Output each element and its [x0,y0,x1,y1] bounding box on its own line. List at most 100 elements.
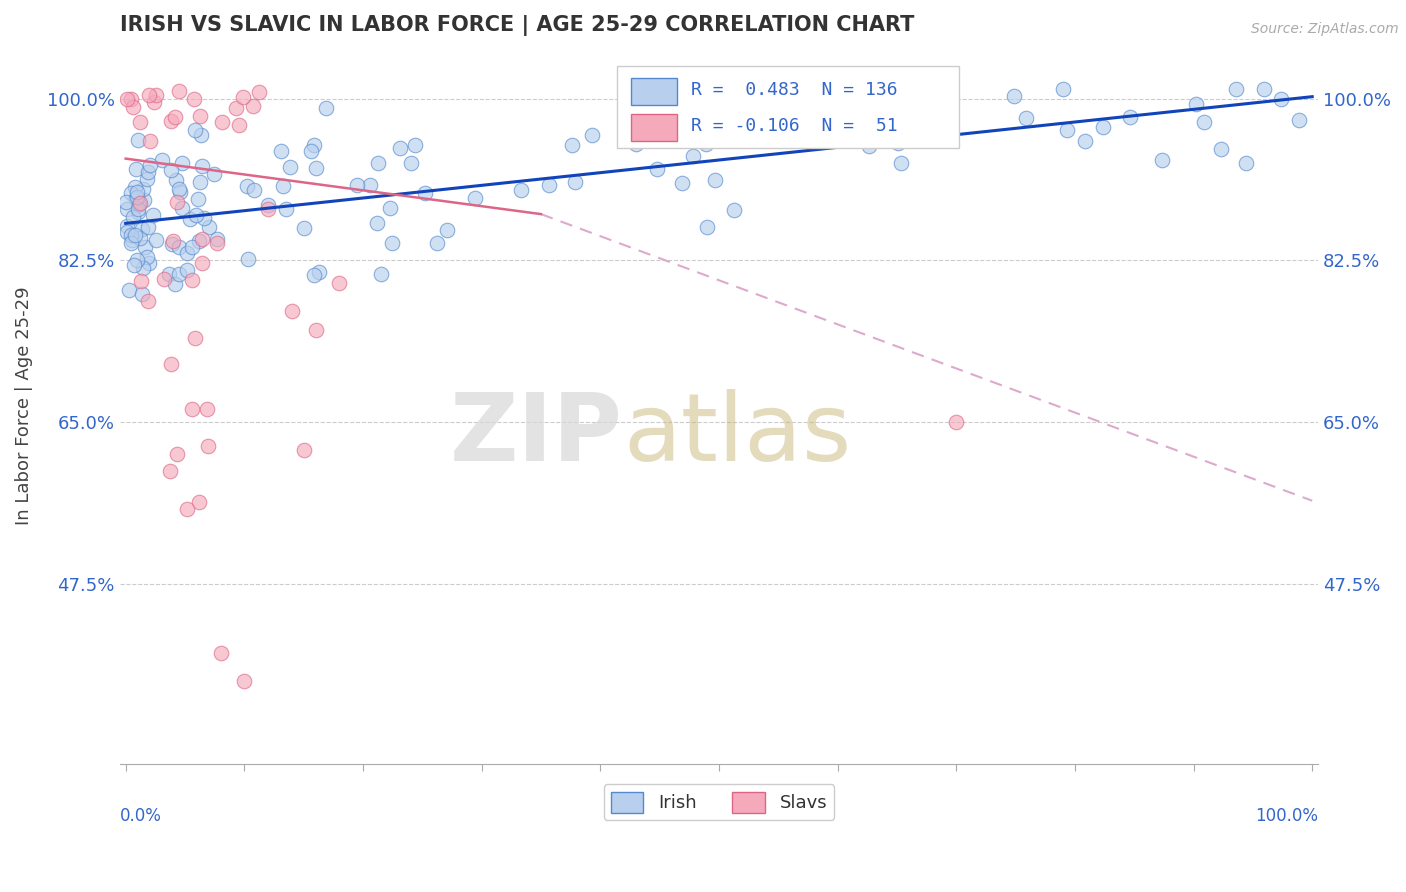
Point [163,111,186,125]
Point [127,133,149,147]
Point [138,88,160,103]
Point [134,193,156,207]
Point [117,202,139,216]
Point [366,216,388,230]
Point [193,211,215,225]
Point [125,190,148,204]
Point [136,219,159,234]
Text: IRISH VS SLAVIC IN LABOR FORCE | AGE 25-29 CORRELATION CHART: IRISH VS SLAVIC IN LABOR FORCE | AGE 25-… [120,15,914,36]
Y-axis label: In Labor Force | Age 25-29: In Labor Force | Age 25-29 [15,286,32,525]
Point [129,274,152,288]
Point [195,401,218,416]
Point [172,156,194,170]
Point [127,198,149,212]
Point [179,212,201,227]
FancyBboxPatch shape [631,78,678,105]
Legend: Irish, Slavs: Irish, Slavs [603,784,834,820]
Point [292,220,315,235]
Point [232,90,254,104]
Point [436,222,458,236]
Point [188,176,211,190]
Point [128,196,150,211]
Point [315,102,337,116]
Point [257,198,280,212]
Point [1234,156,1257,170]
Point [117,225,139,239]
Point [157,267,180,281]
Point [723,202,745,217]
Point [176,263,198,277]
Point [162,234,184,248]
Point [370,267,392,281]
Point [122,100,145,114]
Point [160,162,183,177]
Point [170,201,193,215]
Point [1225,82,1247,96]
Point [145,88,167,103]
Point [132,182,155,196]
Point [127,202,149,217]
Point [873,131,896,145]
Point [197,439,219,453]
Point [305,161,328,175]
Point [176,245,198,260]
Point [302,268,325,282]
Point [274,202,297,216]
Point [136,250,159,264]
Point [1056,123,1078,137]
Point [132,260,155,275]
Point [1052,82,1074,96]
Point [188,495,211,509]
Point [561,138,583,153]
Point [228,118,250,132]
Point [166,194,188,209]
Text: atlas: atlas [623,389,851,481]
Point [121,234,143,248]
Point [183,92,205,106]
Point [211,115,233,129]
Point [181,273,204,287]
Point [380,201,402,215]
Point [464,191,486,205]
Point [914,116,936,130]
Point [117,219,139,233]
Point [128,197,150,211]
Point [278,161,301,175]
Point [134,240,156,254]
Text: R = -0.106  N =  51: R = -0.106 N = 51 [692,117,898,135]
Point [120,92,142,106]
Point [136,165,159,179]
Point [138,158,160,172]
Point [131,286,153,301]
Point [538,178,561,193]
Point [581,128,603,143]
Point [120,186,142,201]
Point [1014,111,1036,125]
Point [247,86,270,100]
Point [1185,97,1208,112]
Point [125,162,148,177]
Point [890,156,912,170]
Point [152,272,174,286]
Point [271,179,294,194]
FancyBboxPatch shape [617,66,959,148]
Point [1152,153,1174,168]
Point [184,331,207,345]
Point [191,256,214,270]
Point [257,202,280,217]
Point [838,105,860,120]
Point [190,128,212,143]
Point [118,283,141,297]
Point [169,240,191,254]
Point [858,93,880,107]
Point [180,240,202,254]
Point [180,402,202,417]
Point [202,167,225,181]
Point [131,221,153,235]
Point [139,135,162,149]
Point [281,304,304,318]
Point [1192,115,1215,129]
Point [328,277,350,291]
Point [136,293,159,308]
Point [209,646,232,660]
